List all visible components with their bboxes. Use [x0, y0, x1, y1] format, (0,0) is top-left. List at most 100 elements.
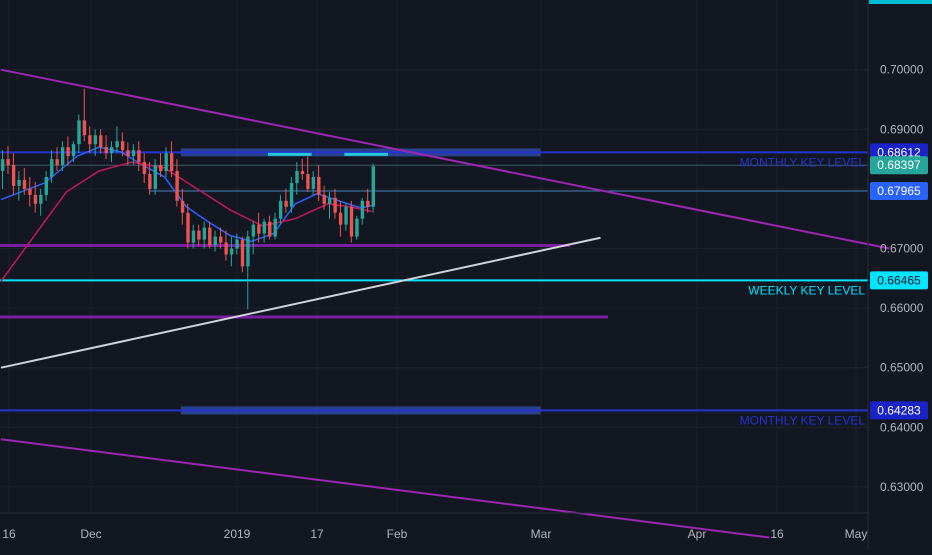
candle-body [115, 141, 119, 148]
horizontal-levels [0, 151, 868, 412]
candle-body [224, 242, 228, 255]
price-label-text: 0.64283 [877, 403, 921, 417]
grid [0, 0, 868, 513]
time-tick-label: Feb [387, 527, 408, 541]
candle-body [344, 206, 348, 225]
candle-body [180, 200, 185, 213]
candle-body [229, 248, 234, 255]
candle-body [66, 147, 70, 157]
time-tick-label: Dec [80, 527, 101, 541]
price-label-text: 0.68397 [877, 158, 921, 172]
key-level-annotation: WEEKLY KEY LEVEL [748, 283, 865, 297]
candle-body [197, 230, 201, 240]
price-label-badge [870, 271, 928, 290]
candle-body [82, 120, 87, 136]
price-tick-label: 0.64000 [880, 420, 924, 434]
candle-body [126, 150, 130, 157]
annotations: MONTHLY KEY LEVEL WEEKLY KEY LEVEL MONTHLY… [740, 155, 866, 427]
time-tick-label: Apr [688, 527, 707, 541]
price-tick-label: 0.65000 [880, 361, 924, 375]
candle-body [213, 236, 217, 246]
candle-body [246, 236, 250, 267]
candle-body [295, 171, 299, 183]
price-label-badge [870, 156, 928, 175]
price-tick-label: 0.69000 [880, 122, 924, 136]
candle-body [257, 224, 261, 234]
candle-body [371, 166, 375, 207]
price-label-badge [870, 401, 928, 420]
time-axis[interactable]: 16 Dec 2019 17 Feb Mar Apr 16 May [2, 527, 867, 541]
candle-body [186, 212, 190, 243]
candle-body [169, 153, 174, 172]
candle-body [191, 230, 196, 243]
candle-body [77, 120, 81, 145]
candle-body [137, 150, 141, 163]
candle-body [104, 147, 108, 154]
candle-body [60, 147, 65, 166]
candle-body [120, 141, 125, 151]
candle-body [11, 165, 16, 186]
candle-body [311, 176, 316, 189]
candle-body [202, 227, 207, 240]
candle-body [159, 165, 163, 172]
candle-body [251, 224, 256, 237]
candle-body [44, 176, 48, 195]
candle-body [17, 179, 21, 186]
price-tick-label: 0.70000 [880, 63, 924, 77]
time-tick-label: 16 [770, 527, 784, 541]
price-label-badge [870, 181, 928, 200]
candle-body [93, 135, 98, 145]
time-tick-label: 16 [2, 527, 16, 541]
price-tick-label: 0.66000 [880, 301, 924, 315]
candle-body [273, 218, 277, 237]
candle-body [317, 176, 321, 195]
trendline [0, 236, 601, 369]
time-tick-label: May [845, 527, 868, 541]
candle-body [22, 179, 27, 189]
price-tick-label: 0.67000 [880, 242, 924, 256]
candle-body [1, 159, 5, 172]
candles [1, 88, 375, 310]
candle-body [322, 194, 326, 204]
trendlines [0, 68, 890, 539]
candle-body [153, 165, 157, 189]
key-level-annotation: MONTHLY KEY LEVEL [740, 413, 866, 427]
candle-body [219, 236, 223, 243]
candle-body [306, 174, 310, 189]
candle-body [142, 162, 147, 174]
candle-body [39, 194, 43, 204]
candle-body [338, 212, 343, 225]
candle-body [268, 221, 272, 237]
candle-body [50, 159, 54, 177]
candle-body [284, 200, 288, 207]
price-scale-marker [869, 0, 932, 4]
candle-body [164, 153, 168, 172]
candle-body [328, 197, 332, 204]
price-label-text: 0.67965 [877, 184, 921, 198]
price-label-text: 0.68612 [877, 145, 921, 159]
candle-body [289, 182, 294, 207]
trendline [0, 68, 890, 250]
candle-body [300, 171, 305, 174]
price-tick-label: 0.63000 [880, 480, 924, 494]
candle-body [88, 135, 92, 145]
candle-body [131, 150, 136, 157]
candle-body [110, 147, 114, 154]
candle-body [278, 200, 283, 219]
trendline [0, 438, 770, 539]
candle-body [349, 206, 354, 237]
time-tick-label: Mar [531, 527, 552, 541]
candle-body [175, 171, 179, 201]
candle-body [28, 188, 32, 195]
candle-body [71, 144, 76, 157]
candle-body [208, 227, 212, 246]
time-tick-label: 2019 [224, 527, 251, 541]
price-axis[interactable]: 0.630000.640000.650000.660000.670000.680… [880, 63, 924, 494]
candle-body [6, 159, 10, 166]
candle-body [33, 194, 38, 204]
candle-body [355, 218, 359, 237]
